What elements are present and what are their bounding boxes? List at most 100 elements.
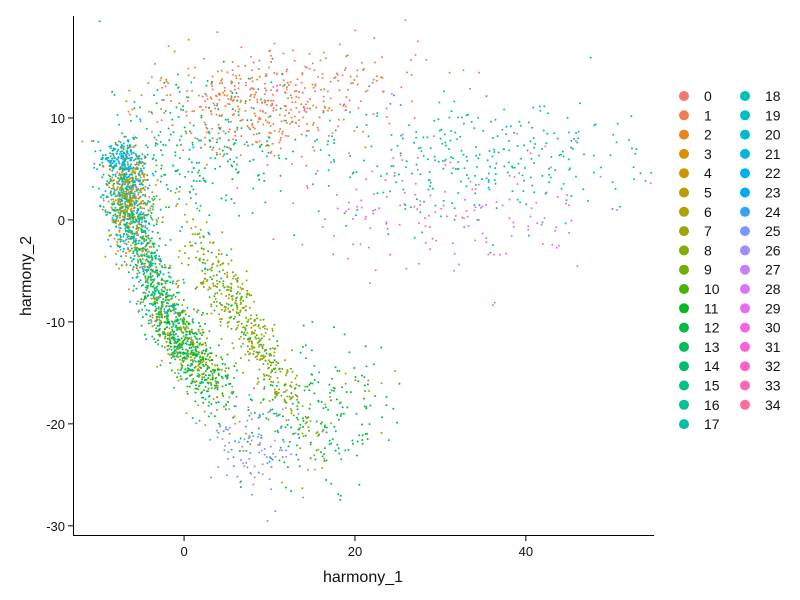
data-point — [333, 389, 335, 392]
data-point — [313, 454, 316, 457]
data-point — [240, 345, 243, 348]
data-point — [197, 309, 200, 312]
data-point — [131, 177, 134, 180]
data-point — [246, 292, 249, 295]
data-point — [197, 353, 200, 355]
data-point — [161, 98, 163, 101]
data-point — [569, 167, 572, 170]
data-point — [109, 147, 112, 150]
data-point — [126, 184, 129, 187]
data-point — [196, 341, 199, 344]
data-point — [376, 192, 379, 195]
data-point — [156, 285, 159, 288]
data-point — [474, 188, 477, 190]
data-point — [205, 94, 208, 97]
data-point — [182, 351, 185, 354]
data-point — [273, 354, 275, 357]
data-point — [474, 192, 477, 195]
data-point — [274, 390, 277, 393]
data-point — [305, 66, 308, 69]
data-point — [538, 154, 540, 157]
data-point — [283, 398, 286, 401]
data-point — [530, 207, 533, 210]
data-point — [177, 86, 179, 89]
data-point — [179, 318, 182, 321]
data-point — [301, 243, 304, 246]
data-point — [113, 179, 115, 181]
data-point — [177, 279, 180, 282]
data-point — [197, 328, 200, 331]
data-point — [144, 185, 147, 188]
data-point — [236, 186, 239, 189]
data-point — [541, 174, 544, 177]
data-point — [207, 404, 210, 407]
data-point — [214, 167, 217, 170]
data-point — [217, 249, 220, 252]
data-point — [299, 447, 302, 450]
data-point — [155, 317, 158, 319]
data-point — [166, 332, 169, 334]
data-point — [157, 313, 160, 316]
data-point — [364, 90, 367, 93]
data-point — [176, 291, 178, 294]
legend-label: 0 — [704, 88, 712, 104]
data-point — [319, 59, 322, 62]
data-point — [202, 381, 205, 384]
data-point — [428, 226, 431, 229]
data-point — [226, 428, 229, 431]
data-point — [194, 400, 197, 403]
data-point — [223, 89, 226, 92]
data-point — [312, 86, 315, 89]
data-point — [110, 194, 113, 197]
data-point — [184, 371, 187, 374]
data-point — [191, 171, 194, 173]
data-point — [304, 434, 307, 437]
data-point — [228, 408, 231, 411]
data-point — [150, 76, 153, 79]
data-point — [488, 150, 491, 152]
data-point — [155, 223, 158, 226]
data-point — [112, 147, 115, 150]
data-point — [169, 276, 172, 279]
data-point — [145, 309, 148, 311]
data-point — [200, 116, 203, 119]
data-point — [221, 262, 224, 265]
data-point — [409, 206, 412, 209]
data-point — [284, 119, 287, 122]
data-point — [259, 359, 261, 361]
data-point — [283, 104, 286, 107]
data-point — [207, 250, 210, 253]
data-point — [125, 192, 128, 195]
data-point — [110, 198, 113, 201]
data-point — [146, 279, 149, 282]
data-point — [177, 284, 180, 287]
data-point — [120, 255, 123, 258]
data-point — [120, 157, 123, 160]
data-point — [273, 323, 276, 326]
data-point — [415, 131, 418, 133]
data-point — [249, 77, 252, 80]
data-point — [180, 135, 183, 138]
data-point — [180, 329, 183, 332]
data-point — [132, 258, 135, 261]
data-point — [325, 431, 328, 434]
data-point — [529, 140, 532, 143]
data-point — [570, 146, 573, 149]
data-point — [292, 202, 295, 205]
data-point — [396, 144, 399, 147]
data-point — [231, 61, 234, 63]
data-point — [494, 118, 497, 121]
data-point — [133, 202, 136, 204]
data-point — [424, 225, 427, 228]
data-point — [137, 310, 140, 313]
data-point — [282, 440, 285, 443]
data-point — [422, 155, 425, 157]
data-point — [204, 272, 207, 275]
data-point — [268, 478, 271, 481]
data-point — [269, 115, 272, 118]
data-point — [130, 199, 133, 202]
data-point — [133, 100, 136, 103]
data-point — [251, 399, 253, 402]
data-point — [281, 408, 284, 411]
data-point — [265, 89, 268, 92]
